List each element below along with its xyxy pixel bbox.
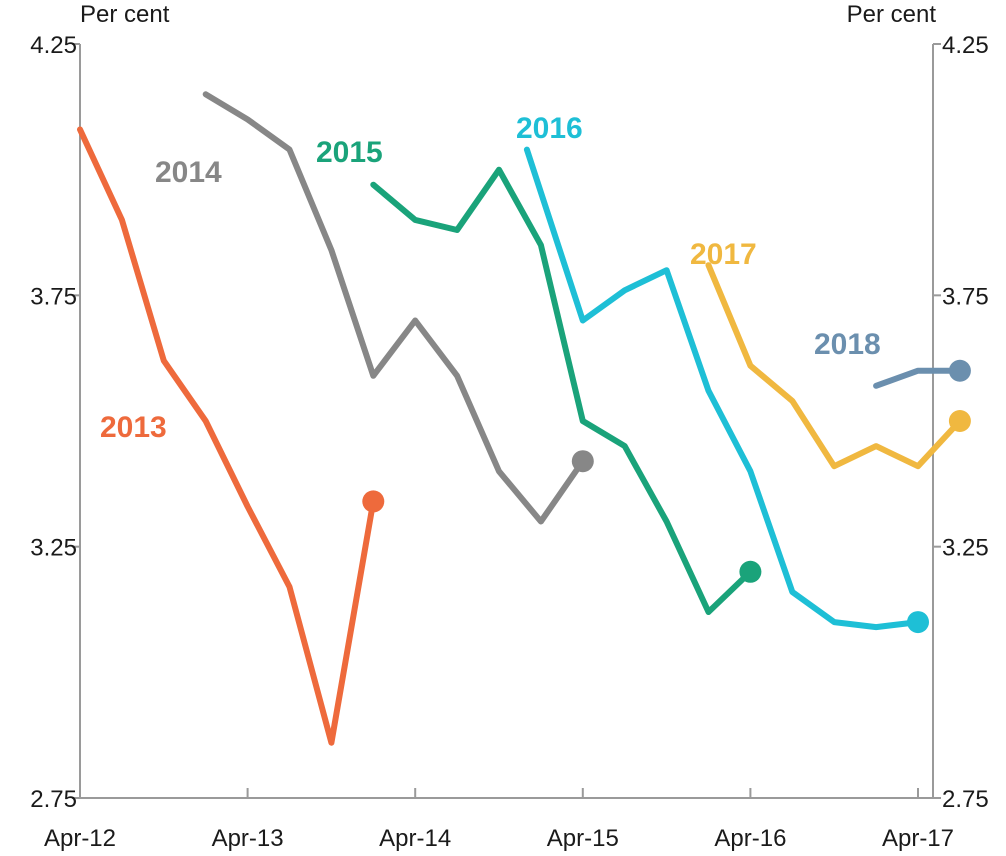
series-end-marker-2013 <box>362 490 385 513</box>
series-labels: 2013 2014 2015 2016 2017 2018 <box>100 112 881 444</box>
left-y-tick-label: 3.25 <box>30 535 77 562</box>
series-line-2018 <box>873 367 963 389</box>
left-y-tick-label: 3.75 <box>30 283 77 310</box>
x-ticks: Apr-12 Apr-13 Apr-14 Apr-15 Apr-16 Apr-17 <box>44 788 954 852</box>
series-lines <box>77 91 971 746</box>
x-tick-label: Apr-15 <box>547 825 619 852</box>
right-y-tick-label: 3.25 <box>942 535 989 562</box>
series-end-marker-2017 <box>948 410 971 432</box>
x-tick-label: Apr-16 <box>714 825 786 852</box>
left-y-tick-label: 4.25 <box>30 32 77 59</box>
series-label-2015: 2015 <box>316 136 383 169</box>
right-y-tick-label: 4.25 <box>942 32 989 59</box>
left-axis-unit-label: Per cent <box>80 1 170 28</box>
series-line-2013 <box>77 126 377 746</box>
series-line-2016 <box>523 146 921 631</box>
series-label-2017: 2017 <box>690 238 757 271</box>
series-end-marker-2014 <box>571 450 594 473</box>
x-tick-label: Apr-17 <box>882 825 954 852</box>
right-axis-unit-label: Per cent <box>847 1 937 28</box>
series-line-2017 <box>705 262 963 470</box>
series-label-2018: 2018 <box>814 328 881 361</box>
x-tick-label: Apr-14 <box>379 825 451 852</box>
right-y-tick-label: 3.75 <box>942 283 989 310</box>
series-end-marker-2016 <box>907 611 929 634</box>
x-tick-label: Apr-13 <box>212 825 284 852</box>
series-label-2014: 2014 <box>155 156 222 189</box>
y-ticks: 4.25 4.25 3.75 3.75 3.25 3.25 2.75 2.75 <box>30 32 988 813</box>
left-y-tick-label: 2.75 <box>30 786 77 813</box>
series-end-marker-2015 <box>739 560 762 583</box>
right-y-tick-label: 2.75 <box>942 786 989 813</box>
series-label-2016: 2016 <box>516 112 583 145</box>
series-line-2015 <box>370 166 754 615</box>
series-label-2013: 2013 <box>100 411 167 444</box>
series-end-marker-2018 <box>948 359 971 382</box>
series-line-2014 <box>202 91 586 525</box>
x-tick-label: Apr-12 <box>44 825 116 852</box>
